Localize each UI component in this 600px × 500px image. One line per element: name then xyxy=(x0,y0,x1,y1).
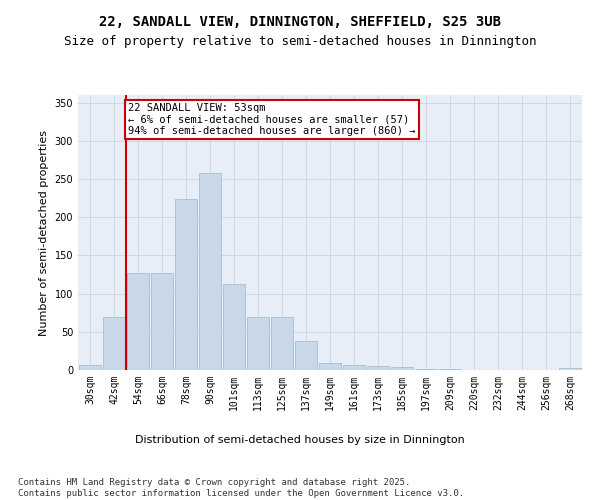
Bar xyxy=(151,273,173,370)
Bar xyxy=(247,316,269,370)
Bar xyxy=(199,173,221,370)
Bar xyxy=(391,367,413,370)
Bar xyxy=(127,273,149,370)
Bar xyxy=(79,364,101,370)
Text: Contains HM Land Registry data © Crown copyright and database right 2025.
Contai: Contains HM Land Registry data © Crown c… xyxy=(18,478,464,498)
Text: 22, SANDALL VIEW, DINNINGTON, SHEFFIELD, S25 3UB: 22, SANDALL VIEW, DINNINGTON, SHEFFIELD,… xyxy=(99,15,501,29)
Bar xyxy=(367,366,389,370)
Bar xyxy=(295,341,317,370)
Bar xyxy=(439,369,461,370)
Bar xyxy=(319,363,341,370)
Bar xyxy=(559,368,581,370)
Text: Distribution of semi-detached houses by size in Dinnington: Distribution of semi-detached houses by … xyxy=(135,435,465,445)
Bar xyxy=(343,364,365,370)
Bar xyxy=(175,199,197,370)
Y-axis label: Number of semi-detached properties: Number of semi-detached properties xyxy=(39,130,49,336)
Text: 22 SANDALL VIEW: 53sqm
← 6% of semi-detached houses are smaller (57)
94% of semi: 22 SANDALL VIEW: 53sqm ← 6% of semi-deta… xyxy=(128,102,415,136)
Bar xyxy=(415,369,437,370)
Bar xyxy=(223,284,245,370)
Bar xyxy=(103,316,125,370)
Bar xyxy=(271,316,293,370)
Text: Size of property relative to semi-detached houses in Dinnington: Size of property relative to semi-detach… xyxy=(64,35,536,48)
